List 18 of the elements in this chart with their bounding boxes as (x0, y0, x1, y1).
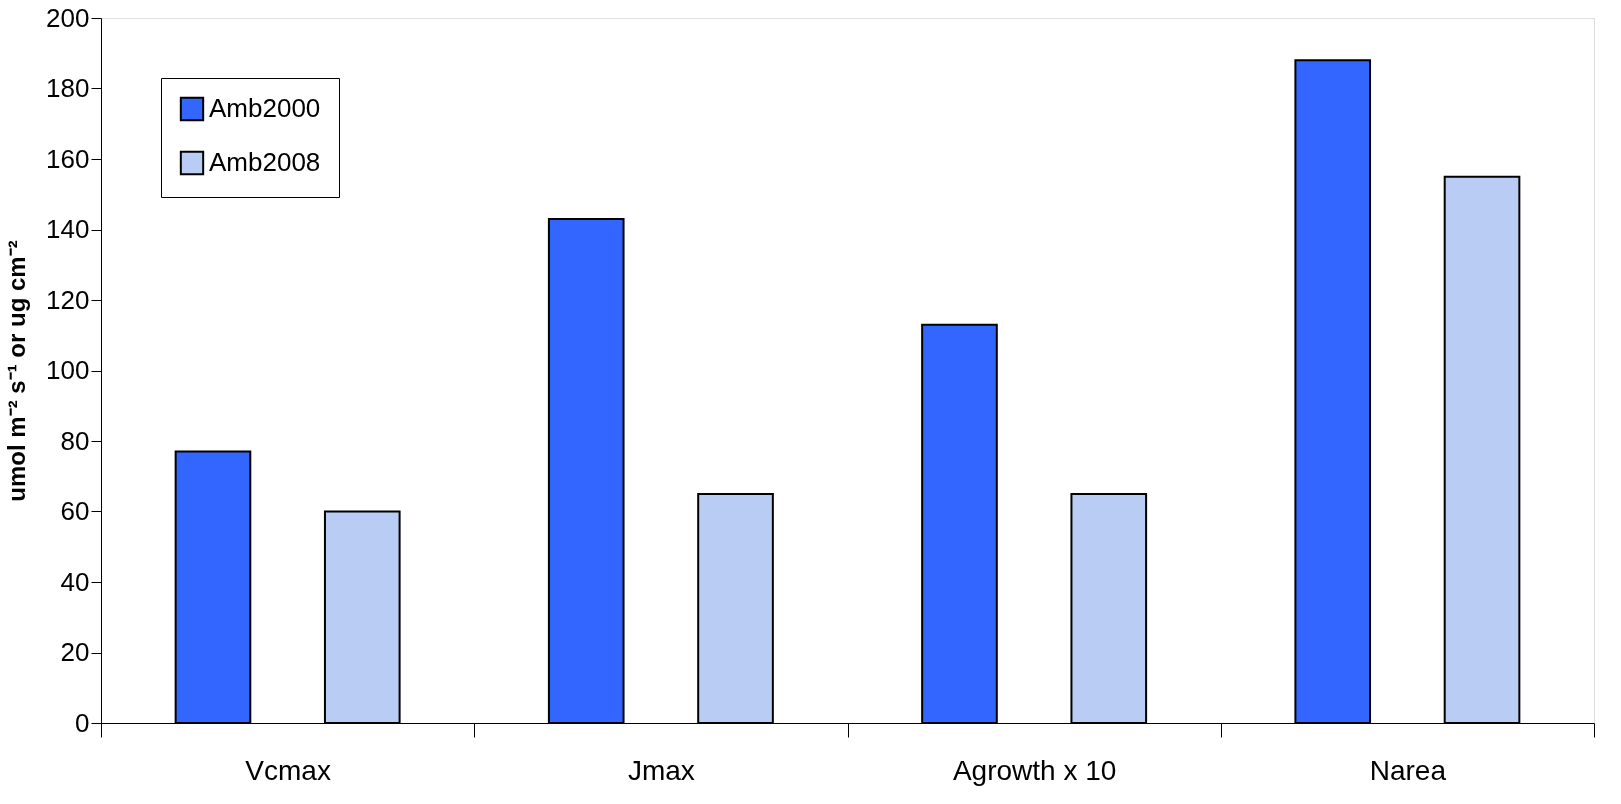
legend-label: Amb2000 (209, 93, 321, 123)
y-tick-label: 160 (46, 143, 90, 174)
y-tick-label: 200 (46, 2, 90, 33)
y-axis-title: umol m⁻² s⁻¹ or ug cm⁻² (3, 240, 31, 502)
x-tick-label: Jmax (627, 754, 695, 786)
y-tick-label: 140 (46, 214, 90, 244)
y-tick-label: 60 (60, 496, 90, 526)
x-tick-label: Narea (1369, 754, 1447, 786)
y-tick-label: 180 (46, 73, 90, 103)
x-tick-label: Agrowth x 10 (952, 754, 1117, 786)
y-tick-label: 20 (60, 637, 90, 667)
x-tick-label: Vcmax (245, 754, 331, 786)
y-tick-label: 80 (60, 425, 90, 456)
y-tick-label: 100 (46, 355, 90, 385)
legend-label: Amb2008 (209, 147, 321, 177)
y-tick-label: 120 (46, 284, 90, 315)
y-tick-label: 40 (60, 566, 90, 597)
y-tick-label: 0 (75, 707, 90, 738)
